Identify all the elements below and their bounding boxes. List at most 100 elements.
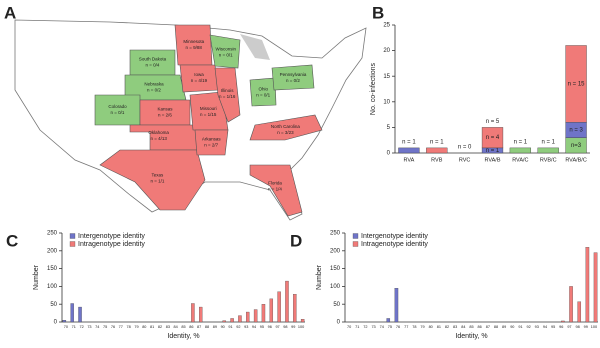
x-tick-label: 83 — [166, 325, 170, 329]
y-tick-label: 250 — [47, 231, 58, 237]
bar-segment — [481, 127, 504, 149]
x-tick-label: 76 — [111, 325, 115, 329]
y-tick-label: 20 — [383, 48, 390, 54]
y-tick-label: 25 — [383, 23, 390, 29]
x-tick-label: 87 — [486, 325, 490, 329]
state-count: n = 0/2 — [286, 78, 300, 83]
state-name: Arkansas — [202, 137, 222, 142]
state-name: Illinois — [221, 88, 234, 93]
total-label: n = 1 — [430, 139, 444, 145]
bar — [394, 288, 399, 323]
state-name: Florida — [268, 181, 282, 186]
x-tick-label: RVA/C — [512, 157, 528, 163]
state-count: n = 2/7 — [204, 143, 218, 148]
state-count: n = 0/1 — [256, 92, 270, 97]
state-count: n = 0/1 — [219, 52, 233, 57]
x-tick-label: 79 — [134, 325, 138, 329]
legend-label: Intergenotype identity — [78, 233, 145, 240]
state-name: South Dakota — [139, 57, 167, 62]
bar — [191, 303, 195, 323]
bar — [569, 286, 573, 323]
x-tick-label: 73 — [371, 325, 375, 329]
state-name: North Carolina — [271, 124, 301, 129]
x-tick-label: 97 — [567, 325, 571, 329]
x-tick-label: 98 — [283, 325, 287, 329]
x-tick-label: 70 — [64, 325, 68, 329]
bar — [277, 291, 281, 323]
x-tick-label: 91 — [228, 325, 232, 329]
state-name: Minnesota — [183, 39, 204, 44]
x-tick-label: 98 — [575, 325, 579, 329]
state-count: n = 9/88 — [186, 45, 203, 50]
bar — [78, 306, 82, 323]
state — [271, 64, 315, 91]
x-tick-label: 73 — [87, 325, 91, 329]
segment-label: n = 4 — [486, 135, 500, 141]
total-label: n = 0 — [458, 145, 472, 151]
x-tick-label: 100 — [591, 325, 597, 329]
x-tick-label: 93 — [244, 325, 248, 329]
bar — [261, 304, 266, 323]
state-count: n = 2/6 — [158, 113, 172, 118]
x-tick-label: 94 — [252, 325, 256, 329]
x-tick-label: 89 — [502, 325, 506, 329]
bar — [593, 252, 598, 323]
x-tick-label: 99 — [291, 325, 295, 329]
total-label: n = 1 — [402, 139, 416, 145]
x-tick-label: 86 — [478, 325, 482, 329]
bar — [585, 247, 590, 323]
x-tick-label: 81 — [437, 325, 441, 329]
state-name: Wisconsin — [215, 46, 236, 51]
state-count: n = 4/19 — [191, 78, 208, 83]
x-tick-label: 92 — [236, 325, 240, 329]
x-axis-label: Identity, % — [455, 333, 487, 340]
x-tick-label: 71 — [72, 325, 76, 329]
panel-label: A — [4, 3, 16, 22]
x-tick-label: 83 — [453, 325, 457, 329]
panel-label: C — [6, 231, 18, 250]
bar — [222, 320, 226, 323]
x-tick-label: RVA/B/C — [565, 157, 587, 163]
x-tick-label: 79 — [420, 325, 424, 329]
x-tick-label: 72 — [79, 325, 83, 329]
bar — [246, 311, 250, 323]
x-tick-label: 86 — [189, 325, 193, 329]
state — [249, 114, 323, 141]
x-tick-label: 81 — [150, 325, 154, 329]
state-name: Missouri — [200, 106, 217, 111]
x-tick-label: 90 — [510, 325, 514, 329]
state-count: n = 1/4 — [268, 187, 282, 192]
x-tick-label: 70 — [347, 325, 351, 329]
panel-label: B — [372, 3, 384, 22]
y-tick-label: 15 — [383, 74, 390, 80]
x-axis-label: Identity, % — [167, 333, 199, 340]
x-tick-label: 71 — [355, 325, 359, 329]
bar-segment — [398, 147, 420, 154]
x-tick-label: 77 — [119, 325, 123, 329]
x-tick-label: 76 — [396, 325, 400, 329]
bar-segment — [565, 45, 587, 123]
legend-label: Intergenotype identity — [361, 233, 428, 240]
x-tick-label: 85 — [181, 325, 185, 329]
bar — [293, 294, 297, 323]
bar — [253, 309, 258, 323]
x-tick-label: 96 — [268, 325, 272, 329]
bar — [230, 318, 234, 323]
x-tick-label: 84 — [461, 325, 465, 329]
x-tick-label: RVC — [459, 157, 471, 163]
segment-label: n = 15 — [568, 81, 586, 87]
x-tick-label: 78 — [412, 325, 416, 329]
x-tick-label: RVB — [431, 157, 443, 163]
bar — [285, 280, 289, 323]
state-name: Kansas — [157, 107, 173, 112]
y-tick-label: 0 — [54, 320, 58, 326]
y-tick-label: 250 — [330, 231, 341, 237]
bar-segment — [426, 147, 448, 154]
legend-swatch — [69, 233, 76, 239]
x-tick-label: 87 — [197, 325, 201, 329]
bar — [561, 320, 565, 323]
x-tick-label: 78 — [127, 325, 131, 329]
segment-label: n = 1 — [486, 148, 500, 154]
x-tick-label: 99 — [584, 325, 588, 329]
total-label: n = 1 — [541, 139, 555, 145]
